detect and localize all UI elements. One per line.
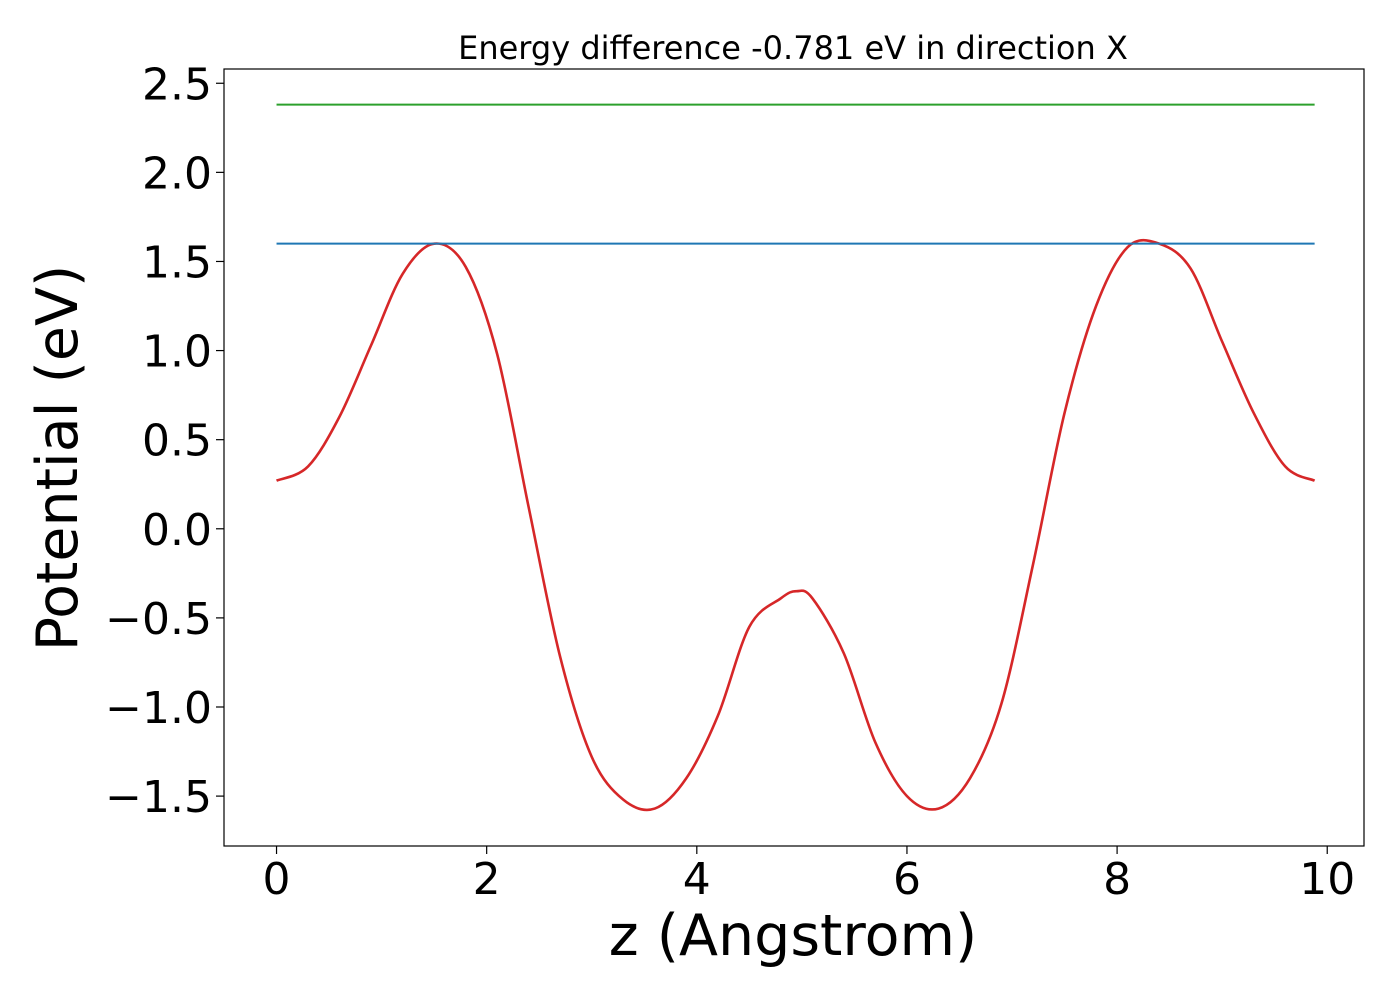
y-tick-label: 0.0 [142, 505, 212, 556]
plot-lines [275, 103, 1316, 812]
y-axis-title: Potential (eV) [25, 265, 91, 651]
x-tick-label: 8 [1103, 854, 1131, 905]
x-axis-ticks: 0 2 4 6 8 10 [263, 846, 1355, 905]
y-tick-label: 1.5 [142, 237, 212, 288]
potential-curve-line [275, 238, 1316, 812]
x-tick-label: 0 [263, 854, 291, 905]
x-tick-label: 4 [683, 854, 711, 905]
y-tick-label: 1.0 [142, 327, 212, 378]
y-tick-label: 0.5 [142, 416, 212, 467]
chart-title: Energy difference -0.781 eV in direction… [458, 29, 1128, 67]
x-axis-title: z (Angstrom) [609, 903, 977, 969]
y-tick-label: 2.0 [142, 148, 212, 199]
x-tick-label: 6 [893, 854, 921, 905]
plot-frame [223, 68, 1365, 847]
y-tick-label: 2.5 [142, 59, 212, 110]
y-tick-label: −1.5 [105, 772, 212, 823]
y-tick-label: −1.0 [105, 683, 212, 734]
x-tick-label: 2 [473, 854, 501, 905]
y-tick-label: −0.5 [105, 594, 212, 645]
y-axis-ticks: −1.5 −1.0 −0.5 0.0 0.5 1.0 1.5 2.0 2.5 [105, 59, 224, 823]
x-tick-label: 10 [1299, 854, 1355, 905]
